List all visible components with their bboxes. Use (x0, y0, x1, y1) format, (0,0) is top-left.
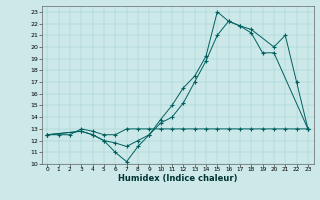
X-axis label: Humidex (Indice chaleur): Humidex (Indice chaleur) (118, 174, 237, 183)
